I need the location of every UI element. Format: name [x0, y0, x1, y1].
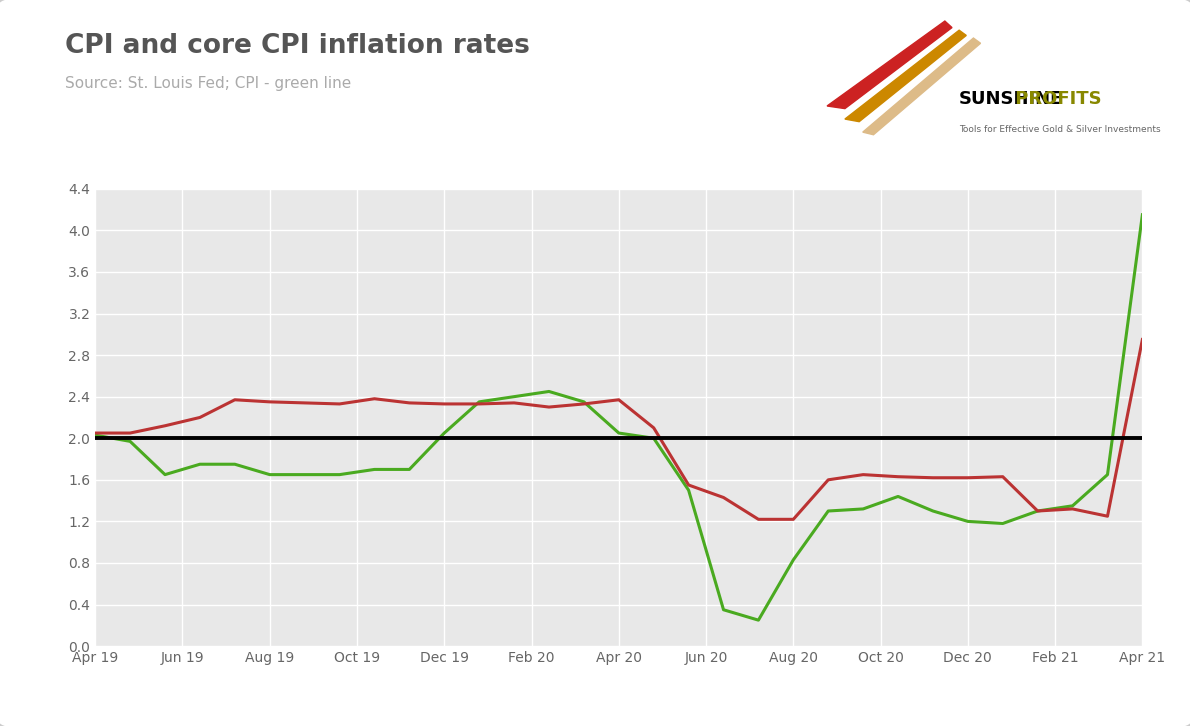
Polygon shape: [863, 38, 981, 135]
Text: Tools for Effective Gold & Silver Investments: Tools for Effective Gold & Silver Invest…: [959, 125, 1160, 134]
Polygon shape: [827, 21, 952, 109]
Text: CPI and core CPI inflation rates: CPI and core CPI inflation rates: [65, 33, 531, 59]
Text: PROFITS: PROFITS: [959, 91, 1102, 108]
Text: Source: St. Louis Fed; CPI - green line: Source: St. Louis Fed; CPI - green line: [65, 76, 352, 91]
Polygon shape: [845, 30, 966, 122]
Text: SUNSHINE: SUNSHINE: [959, 91, 1064, 108]
